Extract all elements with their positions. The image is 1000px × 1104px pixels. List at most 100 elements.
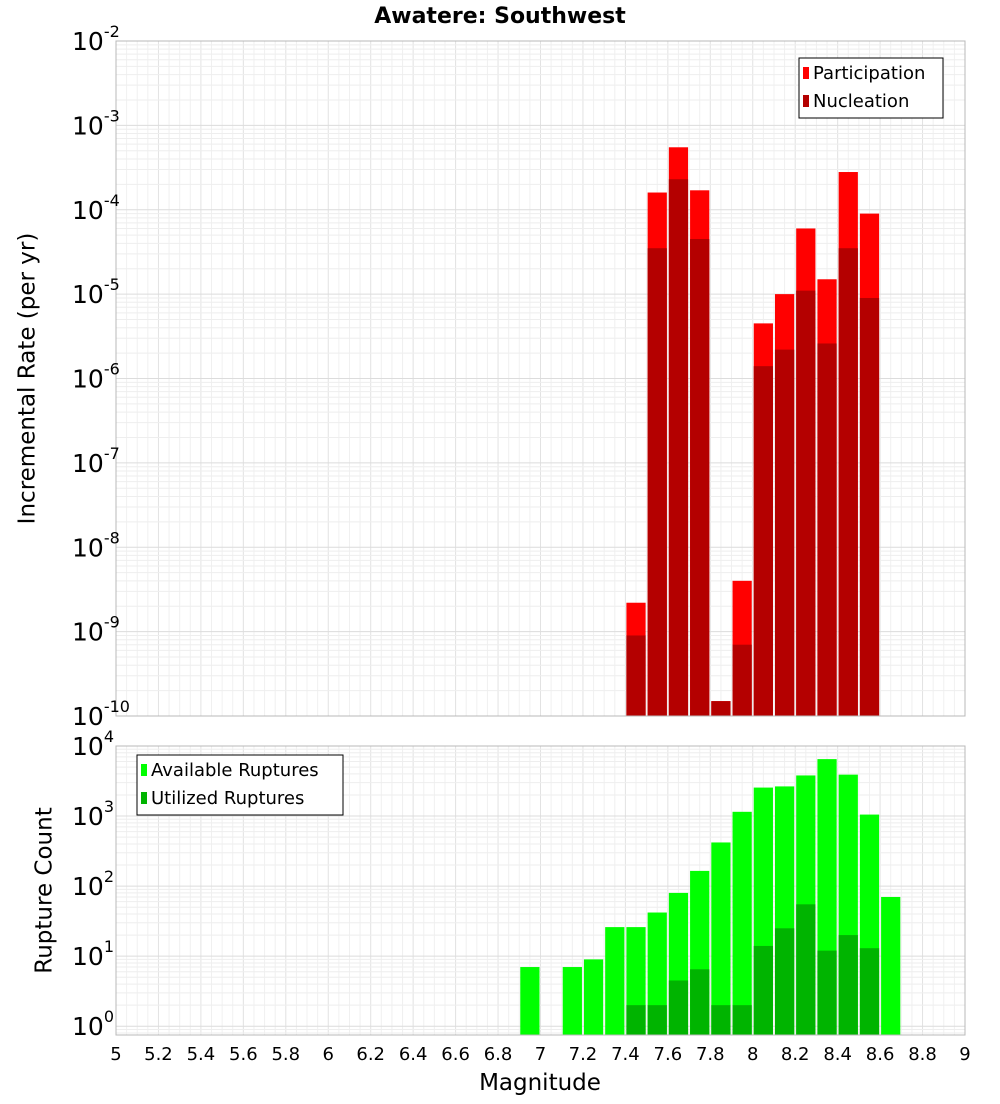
legend-swatch bbox=[141, 764, 147, 776]
x-tick-label: 6.4 bbox=[399, 1044, 428, 1065]
y-tick-label: 104 bbox=[72, 727, 114, 761]
rate-bar-secondary bbox=[668, 179, 689, 716]
y-tick-base: 10 bbox=[72, 872, 104, 901]
legend-label: Nucleation bbox=[813, 91, 909, 112]
x-tick-labels: 5 5.2 5.4 5.6 5.8 6 6.2 6.4 6.6 6.8 7 7.2 7.4 7.6 7.8 8… bbox=[110, 1044, 970, 1065]
y-tick-base: 10 bbox=[72, 942, 104, 971]
legend-swatch bbox=[803, 67, 809, 79]
y-tick-exponent: 1 bbox=[104, 937, 114, 956]
y-tick-base: 10 bbox=[72, 365, 104, 394]
y-tick-exponent: -9 bbox=[104, 613, 120, 632]
rate-bar-secondary bbox=[753, 366, 773, 716]
x-tick-label: 6.2 bbox=[356, 1044, 385, 1065]
plot-frame bbox=[115, 40, 966, 717]
y-tick-base: 10 bbox=[72, 27, 104, 56]
count-bar-secondary bbox=[711, 1005, 731, 1035]
rate-bar-secondary bbox=[817, 343, 837, 716]
rate-bar-secondary bbox=[732, 644, 752, 716]
rate-bar-secondary bbox=[626, 635, 646, 716]
count-bar-primary bbox=[732, 811, 752, 1035]
count-bar-secondary bbox=[774, 928, 795, 1035]
y-tick-exponent: 4 bbox=[104, 727, 114, 746]
legend-swatch bbox=[141, 792, 147, 804]
count-bar-primary bbox=[562, 967, 582, 1035]
count-legend: Available Ruptures Utilized Ruptures bbox=[136, 754, 344, 816]
x-tick-label: 7.8 bbox=[696, 1044, 725, 1065]
y-tick-base: 10 bbox=[72, 732, 104, 761]
y-tick-exponent: -8 bbox=[104, 528, 120, 547]
legend-box bbox=[798, 57, 944, 119]
y-tick-label: 10-2 bbox=[72, 22, 120, 56]
count-bar-secondary bbox=[859, 948, 880, 1035]
y-axis-label: Rupture Count bbox=[32, 807, 58, 973]
y-tick-exponent: -2 bbox=[104, 22, 120, 41]
y-tick-exponent: -10 bbox=[104, 697, 130, 716]
x-axis-label: Magnitude bbox=[479, 1070, 601, 1096]
count-bar-secondary bbox=[753, 945, 773, 1035]
y-tick-exponent: -7 bbox=[104, 444, 120, 463]
legend-label: Participation bbox=[813, 63, 925, 84]
x-tick-label: 8 bbox=[747, 1044, 758, 1065]
x-tick-label: 7 bbox=[535, 1044, 546, 1065]
count-bar-primary bbox=[605, 927, 625, 1035]
count-bar-secondary bbox=[838, 935, 858, 1035]
y-tick-label: 10-10 bbox=[72, 697, 130, 731]
y-tick-label: 101 bbox=[72, 937, 114, 971]
y-axis-label: Incremental Rate (per yr) bbox=[15, 233, 41, 525]
count-bar-primary bbox=[583, 959, 604, 1035]
x-tick-label: 8.4 bbox=[823, 1044, 852, 1065]
chart-title: Awatere: Southwest bbox=[374, 4, 626, 29]
rate-bar-secondary bbox=[838, 248, 858, 717]
rate-legend: Participation Nucleation bbox=[798, 57, 944, 119]
x-tick-label: 8.8 bbox=[908, 1044, 937, 1065]
count-bar-secondary bbox=[796, 904, 816, 1035]
y-tick-label: 10-7 bbox=[72, 444, 120, 478]
x-tick-label: 8.6 bbox=[866, 1044, 895, 1065]
rate-bar-secondary bbox=[796, 290, 816, 716]
count-bar-secondary bbox=[668, 980, 689, 1035]
y-tick-base: 10 bbox=[72, 111, 104, 140]
y-tick-label: 10-3 bbox=[72, 106, 120, 140]
count-bar-secondary bbox=[626, 1005, 646, 1035]
rate-bar-secondary bbox=[859, 297, 880, 716]
x-tick-label: 8.2 bbox=[781, 1044, 810, 1065]
y-tick-exponent: 3 bbox=[104, 797, 114, 816]
x-tick-label: 6.8 bbox=[484, 1044, 513, 1065]
x-tick-label: 5.6 bbox=[229, 1044, 258, 1065]
x-tick-label: 9 bbox=[959, 1044, 970, 1065]
rate-panel: 10-1010-910-810-710-610-510-410-310-2Inc… bbox=[15, 22, 966, 731]
y-tick-label: 100 bbox=[72, 1007, 114, 1041]
y-tick-base: 10 bbox=[72, 533, 104, 562]
rate-bar-secondary bbox=[774, 349, 795, 716]
y-tick-label: 10-5 bbox=[72, 275, 120, 309]
x-tick-label: 5 bbox=[110, 1044, 121, 1065]
y-tick-base: 10 bbox=[72, 280, 104, 309]
count-bar-primary bbox=[881, 896, 901, 1035]
count-bar-secondary bbox=[732, 1005, 752, 1035]
x-tick-label: 7.6 bbox=[654, 1044, 683, 1065]
x-tick-label: 7.2 bbox=[569, 1044, 598, 1065]
y-tick-exponent: 2 bbox=[104, 867, 114, 886]
y-tick-label: 10-6 bbox=[72, 360, 120, 394]
rate-bar-secondary bbox=[690, 239, 710, 716]
y-tick-label: 103 bbox=[72, 797, 114, 831]
y-tick-label: 102 bbox=[72, 867, 114, 901]
y-tick-base: 10 bbox=[72, 702, 104, 731]
y-tick-exponent: 0 bbox=[104, 1007, 114, 1026]
y-tick-label: 10-4 bbox=[72, 191, 120, 225]
y-tick-base: 10 bbox=[72, 802, 104, 831]
count-bar-secondary bbox=[690, 969, 710, 1035]
x-tick-label: 5.4 bbox=[187, 1044, 216, 1065]
count-bar-primary bbox=[647, 912, 667, 1035]
y-tick-exponent: -3 bbox=[104, 106, 120, 125]
x-tick-label: 6.6 bbox=[441, 1044, 470, 1065]
count-bar-primary bbox=[520, 967, 540, 1035]
count-bar-secondary bbox=[647, 1005, 667, 1035]
plot-frame bbox=[115, 745, 966, 1036]
legend-label: Utilized Ruptures bbox=[151, 788, 304, 809]
y-tick-base: 10 bbox=[72, 196, 104, 225]
x-tick-label: 6 bbox=[323, 1044, 334, 1065]
rate-bar-secondary bbox=[711, 701, 731, 716]
y-tick-exponent: -6 bbox=[104, 360, 120, 379]
